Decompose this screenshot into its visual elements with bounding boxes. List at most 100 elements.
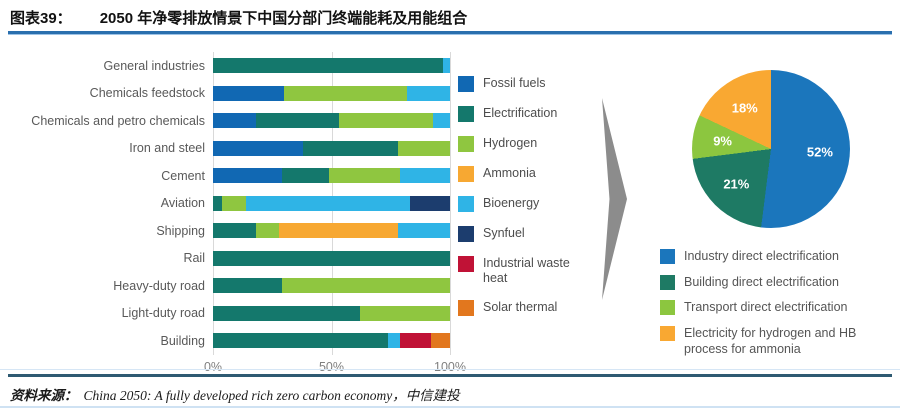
bar-category-label: Cement (161, 168, 205, 183)
legend-item: Bioenergy (458, 196, 578, 212)
bar-segment-electrification (213, 278, 282, 294)
bar-segment-synfuel (409, 195, 450, 211)
legend-swatch (458, 256, 474, 272)
sector-energy-mix-bar-chart: General industries Chemicals feedstock Che… (8, 52, 466, 377)
bar-segment-hydrogen (338, 113, 434, 129)
pie-legend-label: Transport direct electrification (684, 300, 848, 315)
pie-legend-swatch (660, 274, 675, 290)
bar-segment-electrification (255, 113, 339, 129)
bar-track (213, 58, 450, 74)
bar-category-label: Heavy-duty road (113, 278, 205, 293)
legend-swatch (458, 166, 474, 182)
pie-legend-swatch (660, 300, 675, 316)
figure-title: 图表39： 2050 年净零排放情景下中国分部门终端能耗及用能组合 (10, 7, 467, 28)
legend-item: Electrification (458, 106, 578, 122)
bar-segment-electrification (213, 58, 443, 74)
bar-segment-bioenergy (400, 168, 450, 184)
footer-rule-light (0, 369, 900, 370)
bar-segment-hydrogen (397, 140, 450, 156)
bar-row: Building (8, 327, 460, 355)
bar-segment-electrification (213, 305, 360, 321)
bar-row: Iron and steel (8, 135, 460, 163)
pie-legend-swatch (660, 325, 675, 341)
bar-track (213, 250, 450, 266)
figure-number-label: 图表39： (10, 10, 72, 27)
bar-track (213, 305, 450, 321)
bar-row: Heavy-duty road (8, 272, 460, 300)
bar-row: Aviation (8, 190, 460, 218)
bar-segment-electrification (213, 333, 389, 349)
bar-segment-electrification (213, 250, 450, 266)
bar-row: Cement (8, 162, 460, 190)
bar-segment-solar-thermal (431, 333, 450, 349)
x-axis-tick-label: 0% (203, 359, 223, 374)
bar-row: Rail (8, 245, 460, 273)
legend-swatch (458, 196, 474, 212)
source-note: 资料来源： China 2050: A fully developed rich … (10, 384, 460, 404)
legend-swatch (458, 106, 474, 122)
legend-item: Fossil fuels (458, 76, 578, 92)
bar-segment-bioenergy (246, 195, 410, 211)
legend-label: Synfuel (483, 226, 525, 240)
right-arrow-icon (602, 98, 627, 300)
pie-legend-item: Building direct electrification (660, 274, 895, 291)
bar-category-label: Iron and steel (129, 141, 205, 155)
bar-category-label: Building (160, 333, 205, 348)
bar-row: Light-duty road (8, 300, 460, 328)
legend-item: Industrial waste heat (458, 256, 578, 286)
source-text: China 2050: A fully developed rich zero … (83, 388, 460, 403)
x-axis-tick-label: 50% (318, 359, 345, 374)
bar-category-label: Rail (183, 251, 205, 265)
bar-category-label: General industries (103, 58, 205, 73)
bar-segment-hydrogen (281, 278, 450, 294)
legend-label: Electrification (483, 106, 558, 120)
pie-legend-item: Transport direct electrification (660, 300, 895, 316)
bar-chart-rows: General industries Chemicals feedstock Che… (8, 52, 460, 355)
bottom-rule (0, 406, 900, 408)
bar-segment-bioenergy (388, 333, 401, 349)
bar-row: Chemicals feedstock (8, 80, 460, 108)
bar-segment-fossil-fuels (213, 168, 282, 184)
bar-category-label: Chemicals feedstock (89, 86, 205, 100)
legend-swatch (458, 300, 474, 316)
bar-segment-industrial-waste-heat (400, 333, 432, 349)
legend-item: Hydrogen (458, 136, 578, 152)
pie-legend-label: Electricity for hydrogen and HB process … (684, 325, 857, 356)
legend-label: Industrial waste heat (483, 256, 570, 285)
pie-legend-label: Building direct electrification (684, 274, 839, 289)
bar-segment-hydrogen (255, 223, 280, 239)
figure-title-text: 2050 年净零排放情景下中国分部门终端能耗及用能组合 (99, 10, 468, 27)
bar-row: Shipping (8, 217, 460, 245)
bar-segment-hydrogen (359, 305, 450, 321)
bar-category-label: Aviation (160, 196, 205, 210)
pie-legend-label: Industry direct electrification (684, 249, 839, 263)
bar-segment-fossil-fuels (213, 140, 304, 156)
x-axis-tick-label: 100% (434, 359, 466, 374)
bar-category-label: Shipping (156, 223, 205, 238)
bar-track (213, 195, 450, 211)
pie-chart-legend: Industry direct electrification Building … (660, 249, 895, 357)
header-rule-light (8, 34, 892, 35)
bar-segment-ammonia (279, 223, 398, 239)
bar-segment-bioenergy (433, 113, 450, 129)
bar-track (213, 278, 450, 294)
bar-track (213, 223, 450, 239)
bar-segment-hydrogen (222, 195, 247, 211)
legend-label: Ammonia (483, 166, 536, 180)
pie-legend-swatch (660, 249, 675, 264)
pie-slice-percentage: 52% (806, 144, 833, 160)
legend-label: Fossil fuels (483, 76, 546, 90)
bar-track (213, 140, 450, 156)
pie-legend-item: Electricity for hydrogen and HB process … (660, 325, 895, 357)
grid-line (450, 52, 451, 355)
electricity-demand-pie-chart: 52% 21% 9% 18% (692, 70, 850, 228)
bar-segment-bioenergy (407, 85, 450, 101)
legend-item: Ammonia (458, 166, 578, 182)
bar-segment-bioenergy (442, 58, 450, 74)
legend-swatch (458, 76, 474, 92)
legend-item: Solar thermal (458, 300, 578, 316)
bar-segment-hydrogen (284, 85, 408, 101)
bar-segment-electrification (213, 195, 223, 211)
bar-segment-hydrogen (329, 168, 401, 184)
